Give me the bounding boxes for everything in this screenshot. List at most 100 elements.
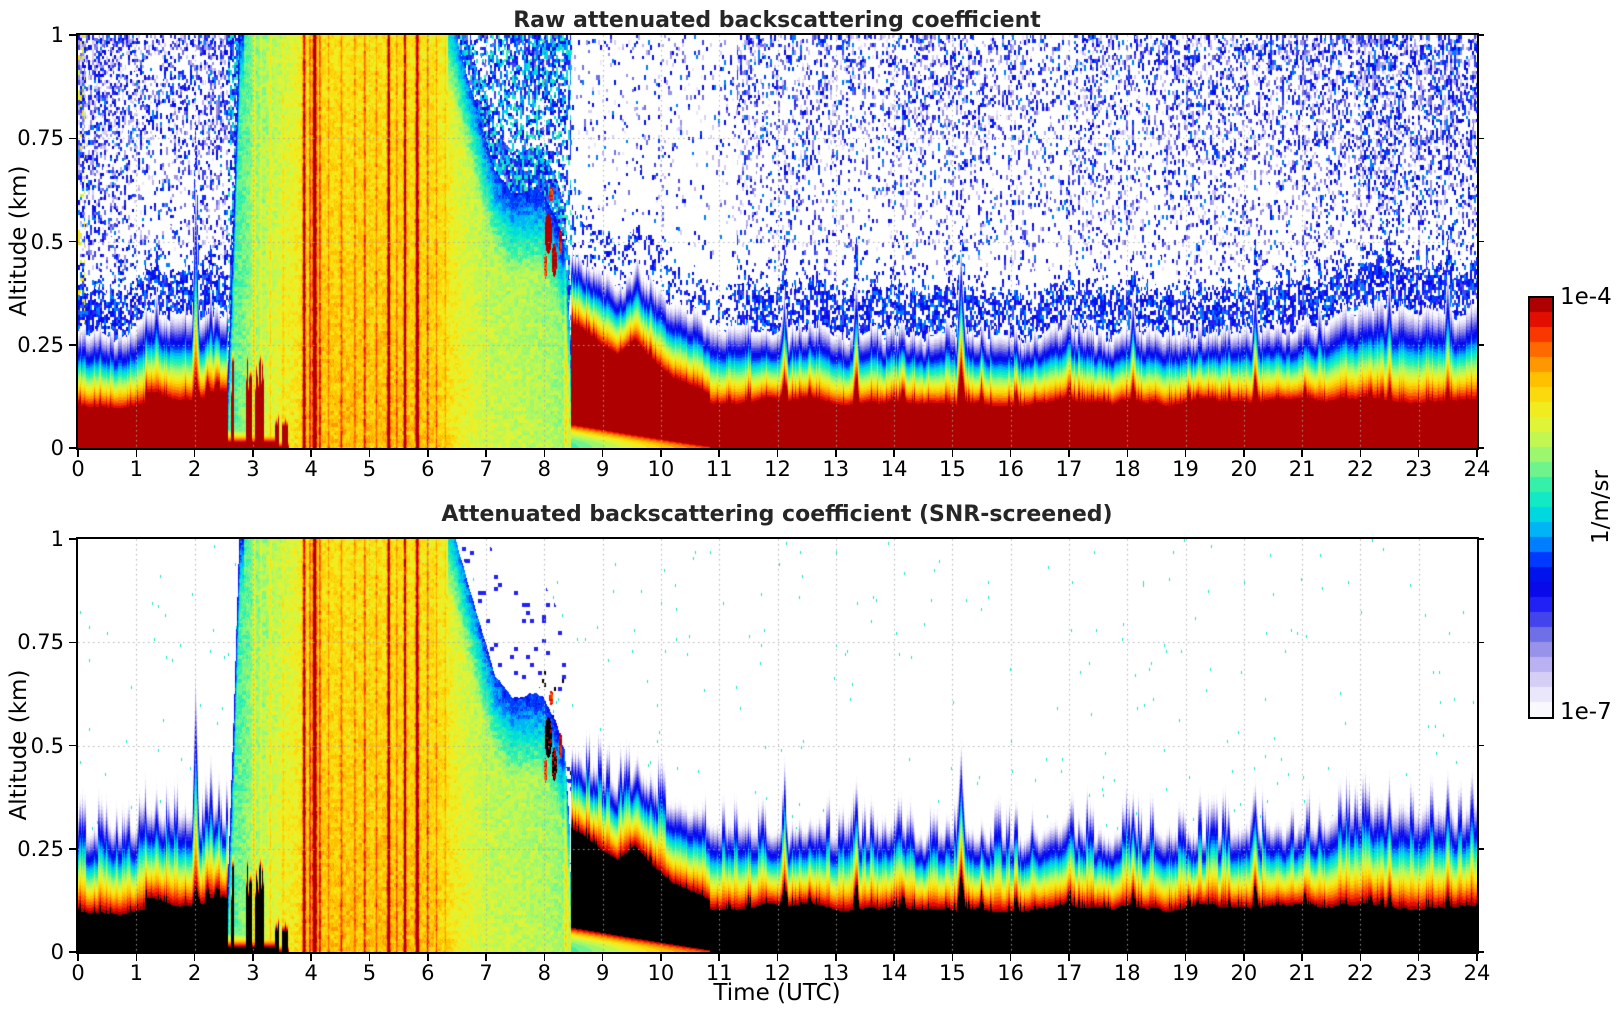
x-tick-label: 0 [71, 961, 85, 985]
panel1-heatmap-canvas [78, 35, 1477, 448]
y-tick-right [1477, 848, 1484, 850]
x-tick [835, 450, 837, 457]
x-tick [310, 954, 312, 961]
y-tick [69, 951, 76, 953]
y-tick-label: 0.25 [17, 332, 64, 357]
y-tick-right [1477, 447, 1484, 449]
y-tick-label: 0 [50, 940, 64, 964]
x-tick-label: 11 [705, 961, 733, 985]
x-tick-label: 10 [647, 457, 675, 481]
x-tick-label: 19 [1172, 457, 1199, 481]
y-tick-label: 0.75 [17, 126, 64, 151]
x-tick-label: 12 [764, 961, 791, 985]
y-tick-label: 1 [50, 527, 64, 551]
y-tick [69, 344, 76, 346]
y-tick [69, 240, 76, 243]
x-tick-label: 21 [1288, 457, 1316, 481]
x-tick-label: 18 [1113, 457, 1141, 481]
x-tick-label: 13 [822, 457, 850, 481]
y-tick-label: 0.5 [30, 229, 64, 254]
x-tick-label: 19 [1172, 961, 1199, 985]
x-tick-label: 8 [537, 961, 552, 985]
x-tick [77, 450, 79, 457]
x-tick [1476, 954, 1478, 961]
x-tick-label: 2 [187, 961, 202, 985]
y-tick-label: 0.5 [30, 733, 64, 758]
y-tick-right [1477, 137, 1484, 139]
x-tick [1184, 450, 1187, 457]
y-tick-right [1477, 641, 1484, 643]
y-tick-label: 1 [50, 23, 64, 47]
x-tick-label: 9 [595, 961, 610, 985]
colorbar-unit-label: 1/m/sr [1588, 470, 1614, 544]
x-tick [135, 954, 138, 961]
x-tick-label: 16 [997, 961, 1025, 985]
x-tick-label: 5 [362, 961, 377, 985]
x-tick [776, 450, 779, 457]
x-tick [193, 450, 196, 457]
x-tick [718, 450, 720, 457]
panel1-title: Raw attenuated backscattering coefficien… [513, 8, 1041, 33]
y-tick-right [1477, 34, 1484, 36]
x-tick-label: 3 [246, 457, 260, 481]
colorbar-canvas [1530, 298, 1552, 717]
y-tick-right [1477, 344, 1484, 346]
x-tick-label: 14 [880, 457, 908, 481]
x-tick [485, 450, 487, 457]
x-tick-label: 1 [129, 961, 143, 985]
x-tick-label: 21 [1288, 961, 1316, 985]
x-tick-label: 17 [1055, 457, 1083, 481]
panel2-title: Attenuated backscattering coefficient (S… [441, 502, 1113, 527]
x-tick [1184, 954, 1187, 961]
x-tick-label: 23 [1405, 457, 1433, 481]
x-tick [368, 954, 371, 961]
x-tick-label: 16 [997, 457, 1025, 481]
x-tick [601, 450, 604, 457]
x-tick [252, 954, 254, 961]
x-tick-label: 14 [880, 961, 908, 985]
x-tick-label: 0 [71, 457, 85, 481]
x-tick [543, 450, 546, 457]
y-tick [69, 744, 76, 747]
x-tick-label: 24 [1463, 961, 1491, 985]
x-tick [660, 450, 662, 457]
x-tick-label: 12 [764, 457, 791, 481]
x-tick [1301, 954, 1303, 961]
x-tick-label: 10 [647, 961, 675, 985]
x-tick [776, 954, 779, 961]
x-tick [1243, 954, 1245, 961]
x-tick-label: 8 [537, 457, 552, 481]
x-tick-label: 4 [304, 457, 318, 481]
x-tick-label: 13 [822, 961, 850, 985]
x-tick-label: 6 [421, 961, 435, 985]
x-tick [1243, 450, 1245, 457]
x-tick [427, 450, 429, 457]
x-tick-label: 20 [1230, 961, 1258, 985]
x-tick-label: 24 [1463, 457, 1491, 481]
x-tick [660, 954, 662, 961]
x-tick-label: 22 [1347, 961, 1374, 985]
x-tick-label: 23 [1405, 961, 1433, 985]
x-tick [135, 450, 138, 457]
y-tick-label: 0 [50, 436, 64, 460]
x-tick [1417, 450, 1420, 457]
colorbar-min-label: 1e-7 [1560, 699, 1612, 725]
x-tick [1068, 954, 1070, 961]
x-tick-label: 17 [1055, 961, 1083, 985]
x-tick [1476, 450, 1478, 457]
y-tick [69, 34, 76, 36]
y-tick [69, 641, 76, 643]
panel1-y-axis-label: Altitude (km) [6, 165, 32, 317]
x-tick-label: 15 [939, 961, 966, 985]
y-tick-right [1477, 240, 1484, 243]
x-tick-label: 7 [479, 457, 493, 481]
y-tick-label: 0.75 [17, 630, 64, 655]
x-tick-label: 9 [595, 457, 610, 481]
x-tick [1359, 450, 1362, 457]
x-tick [427, 954, 429, 961]
panel2-y-axis-label: Altitude (km) [6, 669, 32, 821]
colorbar [1528, 296, 1554, 719]
x-tick [252, 450, 254, 457]
x-tick [835, 954, 837, 961]
